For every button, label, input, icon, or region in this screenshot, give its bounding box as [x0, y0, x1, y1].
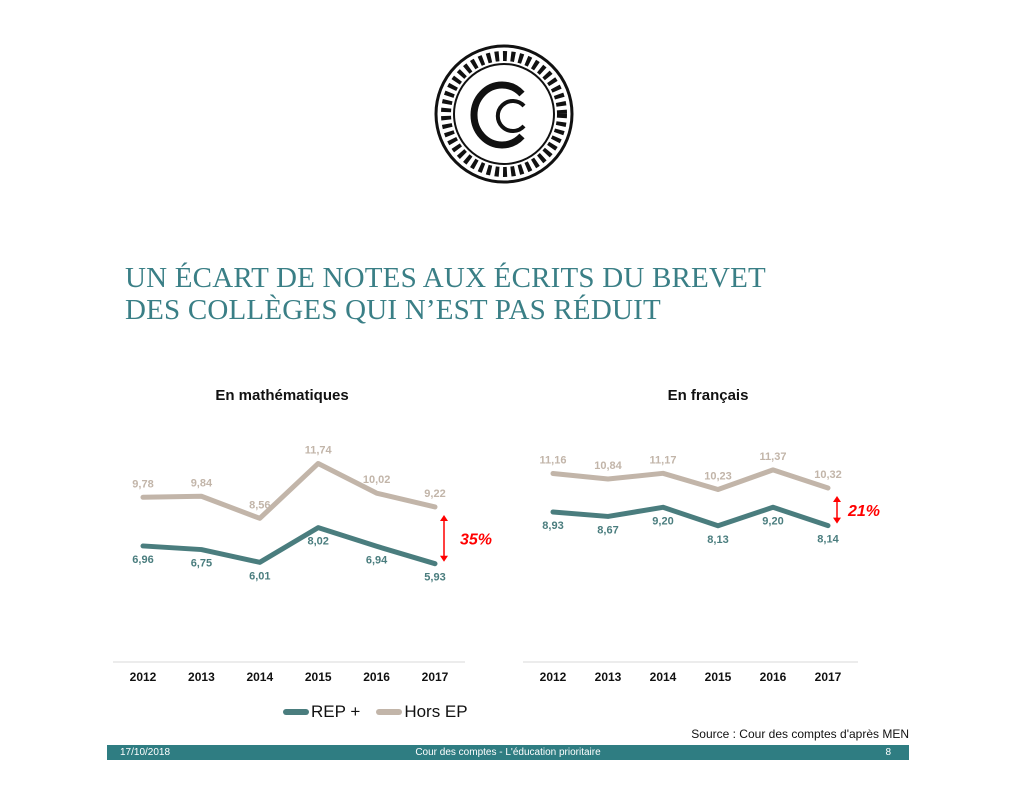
data-label: 10,02 — [363, 474, 391, 486]
title-line-2: DES COLLÈGES QUI N’EST PAS RÉDUIT — [125, 294, 661, 326]
data-label: 6,96 — [132, 554, 153, 566]
x-tick-label: 2016 — [760, 670, 787, 684]
x-tick-label: 2017 — [815, 670, 842, 684]
series-line-hors-ep — [550, 467, 831, 493]
data-label: 9,22 — [424, 488, 445, 500]
data-label: 8,02 — [307, 536, 328, 548]
title-line-1: UN ÉCART DE NOTES AUX ÉCRITS DU BREVET — [125, 262, 766, 294]
footer-page: 8 — [885, 747, 891, 758]
x-tick-label: 2013 — [595, 670, 622, 684]
legend-item-rep: REP + — [283, 702, 360, 722]
data-label: 9,78 — [132, 478, 153, 490]
footer-center: Cour des comptes - L'éducation prioritai… — [415, 747, 601, 758]
footer-bar: 17/10/2018 Cour des comptes - L'éducatio… — [107, 745, 909, 760]
data-label: 8,14 — [817, 534, 839, 546]
x-tick-label: 2016 — [363, 670, 390, 684]
x-tick-label: 2014 — [246, 670, 273, 684]
legend-swatch-rep — [283, 709, 309, 715]
data-label: 11,16 — [540, 454, 567, 466]
data-label: 10,23 — [704, 471, 732, 483]
data-label: 8,56 — [249, 499, 270, 511]
slide-title: UN ÉCART DE NOTES AUX ÉCRITS DU BREVET D… — [125, 262, 766, 326]
gap-annotation: 35% — [460, 531, 492, 548]
source-note: Source : Cour des comptes d'après MEN — [691, 727, 909, 741]
gap-arrow-head-bottom — [440, 555, 448, 562]
x-tick-label: 2012 — [540, 670, 567, 684]
gap-arrow-head-bottom — [833, 517, 841, 524]
data-label: 9,84 — [191, 477, 213, 489]
legend-item-hors: Hors EP — [376, 702, 468, 722]
gap-annotation: 21% — [847, 503, 880, 520]
data-label: 8,67 — [597, 524, 618, 536]
data-label: 6,75 — [191, 558, 212, 570]
footer-date: 17/10/2018 — [120, 747, 171, 758]
chart-title: En mathématiques — [215, 387, 348, 404]
data-label: 9,20 — [762, 515, 783, 527]
gap-arrow-head-top — [833, 495, 841, 502]
data-label: 11,37 — [760, 451, 787, 463]
x-tick-label: 2013 — [188, 670, 215, 684]
legend-label-rep: REP + — [311, 702, 361, 721]
data-label: 10,32 — [814, 469, 842, 481]
legend-swatch-hors — [376, 709, 403, 715]
data-label: 6,94 — [366, 554, 388, 566]
x-tick-label: 2014 — [650, 670, 677, 684]
series-line-rep-plus — [550, 504, 831, 529]
data-label: 11,74 — [305, 444, 333, 456]
cour-des-comptes-logo — [434, 44, 574, 184]
series-line-rep-plus — [140, 525, 438, 567]
x-tick-label: 2015 — [705, 670, 732, 684]
legend-label-hors: Hors EP — [404, 702, 468, 721]
data-label: 11,17 — [650, 454, 677, 466]
series-line-hors-ep — [140, 460, 438, 521]
x-tick-label: 2015 — [305, 670, 332, 684]
x-tick-label: 2017 — [422, 670, 449, 684]
gap-arrow-head-top — [440, 514, 448, 521]
data-label: 6,01 — [249, 570, 270, 582]
data-label: 8,13 — [707, 534, 728, 546]
data-label: 8,93 — [542, 520, 563, 532]
x-tick-label: 2012 — [130, 670, 157, 684]
legend: REP + Hors EP — [283, 702, 484, 722]
data-label: 9,20 — [652, 515, 673, 527]
data-label: 10,84 — [594, 460, 622, 472]
data-label: 5,93 — [424, 572, 445, 584]
chart-title: En français — [668, 387, 749, 404]
